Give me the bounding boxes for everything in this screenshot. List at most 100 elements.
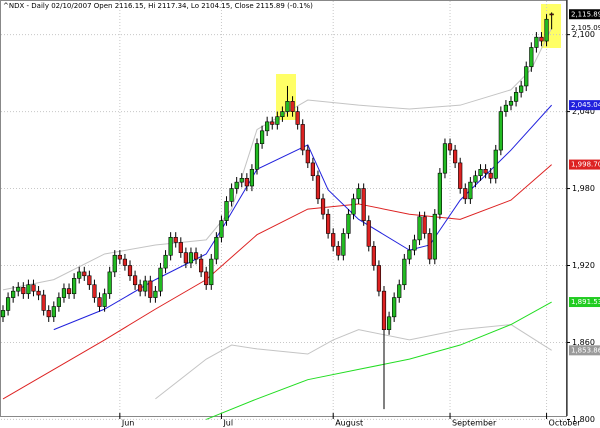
- candle-body: [153, 290, 158, 298]
- candle-body: [300, 124, 305, 151]
- y-tick-label: 1,980: [572, 184, 595, 193]
- x-tick-label: Jul: [222, 419, 233, 428]
- y-tick-label: 2,100: [572, 30, 595, 39]
- candle-body: [366, 220, 371, 247]
- value-box: [569, 100, 600, 111]
- candle-body: [219, 220, 224, 238]
- candle-body: [280, 111, 285, 118]
- candle-body: [417, 216, 422, 241]
- candle-body: [188, 252, 194, 264]
- candle-body: [204, 271, 209, 286]
- candle-body: [82, 271, 87, 277]
- value-box: [569, 159, 600, 170]
- candle-body: [463, 188, 468, 200]
- candle-body: [442, 143, 448, 174]
- candle-body: [138, 284, 143, 292]
- candle-body: [473, 175, 478, 183]
- candle-body: [163, 254, 168, 269]
- x-tick-label: Jun: [121, 419, 135, 428]
- candle-body: [356, 188, 361, 200]
- candle-body: [143, 280, 148, 292]
- candle-body: [437, 172, 442, 215]
- candle-body: [249, 169, 255, 187]
- candle-body: [524, 66, 529, 87]
- candle-body: [31, 284, 36, 292]
- candle-body: [346, 213, 351, 234]
- candle-body: [132, 275, 138, 286]
- candle-body: [483, 169, 488, 174]
- candle-body: [254, 143, 260, 170]
- y-tick-label: 2,040: [572, 107, 595, 116]
- candle-body: [529, 47, 534, 67]
- candle-body: [315, 175, 321, 200]
- candle-body: [26, 284, 31, 295]
- x-tick-label: August: [335, 419, 363, 428]
- candle-body: [397, 284, 402, 298]
- candle-body: [270, 121, 275, 125]
- candle-body: [320, 198, 326, 215]
- candle-body: [178, 242, 183, 253]
- candle-body: [265, 121, 270, 132]
- candle-body: [351, 198, 356, 215]
- candle-body: [56, 297, 61, 307]
- candle-body: [361, 188, 366, 221]
- candle-body: [72, 278, 77, 295]
- candle-body: [407, 249, 412, 260]
- value-label: 2,045.04: [571, 101, 600, 109]
- value-box: [569, 297, 600, 308]
- candle-body: [5, 297, 11, 311]
- value-box: [569, 9, 600, 20]
- candle-body: [376, 265, 382, 292]
- candle-body: [493, 149, 498, 179]
- candle-body: [447, 143, 453, 151]
- candle-body: [468, 181, 473, 200]
- indicator-line: [155, 324, 552, 400]
- candle-body: [285, 101, 290, 112]
- plot-frame: [0, 0, 567, 417]
- candle-body: [193, 252, 199, 260]
- candle-body: [305, 149, 310, 164]
- candle-body: [183, 252, 188, 264]
- candle-body: [158, 267, 163, 292]
- candle-body: [77, 271, 82, 279]
- candle-body: [92, 284, 97, 298]
- candle-body: [209, 258, 214, 286]
- candle-body: [458, 162, 463, 189]
- candle-body: [173, 236, 178, 243]
- value-label: 1,891.53: [571, 298, 600, 306]
- candle-body: [549, 13, 554, 16]
- y-tick-label: 1,860: [572, 338, 595, 347]
- value-label: 2,115.89: [571, 10, 600, 18]
- value-label: 2,105.09: [571, 24, 600, 32]
- candle-body: [336, 245, 341, 256]
- candle-body: [310, 162, 315, 177]
- candle-body: [41, 294, 46, 311]
- candle-body: [508, 101, 514, 106]
- candle-body: [244, 177, 249, 187]
- candle-body: [453, 149, 458, 164]
- candle-body: [61, 288, 67, 298]
- candle-body: [402, 258, 407, 286]
- candle-body: [117, 254, 122, 260]
- candle-body: [102, 293, 107, 307]
- candle-body: [259, 130, 265, 144]
- candle-body: [0, 310, 6, 318]
- candle-body: [392, 297, 397, 318]
- indicator-line: [2, 164, 552, 400]
- candle-body: [432, 213, 437, 260]
- value-box: [569, 345, 600, 356]
- x-tick-label: September: [452, 419, 497, 428]
- candle-body: [148, 280, 153, 298]
- candle-body: [371, 245, 376, 266]
- candle-body: [168, 236, 173, 256]
- candle-body: [290, 101, 295, 112]
- candle-body: [519, 85, 524, 93]
- candle-body: [224, 201, 229, 221]
- candle-body: [478, 169, 483, 177]
- candle-body: [427, 233, 432, 260]
- candle-body: [239, 177, 244, 183]
- candle-body: [331, 233, 336, 247]
- indicator-line: [53, 104, 553, 331]
- value-label: 1,853.86: [571, 346, 600, 354]
